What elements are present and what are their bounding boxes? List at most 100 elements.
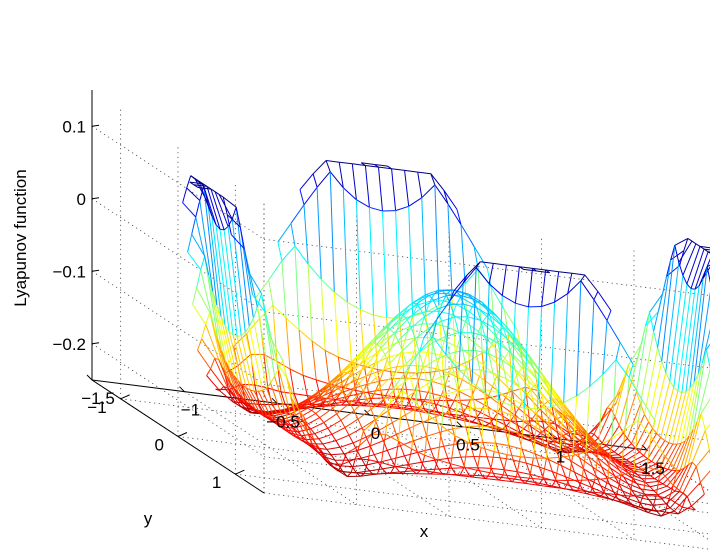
mesh-line bbox=[378, 167, 383, 212]
mesh-line bbox=[401, 388, 416, 391]
mesh-line bbox=[422, 352, 428, 367]
mesh-line bbox=[576, 385, 591, 397]
mesh-line bbox=[423, 316, 429, 329]
mesh-line bbox=[265, 312, 271, 336]
mesh-line bbox=[536, 379, 542, 394]
mesh-line bbox=[535, 413, 550, 425]
mesh-line bbox=[312, 173, 318, 188]
mesh-line bbox=[451, 467, 457, 475]
mesh-line bbox=[633, 470, 647, 474]
mesh-line bbox=[688, 363, 703, 436]
mesh-line bbox=[454, 435, 469, 443]
x-tick-label: 1.5 bbox=[641, 459, 665, 478]
mesh-line bbox=[516, 476, 530, 479]
mesh-line bbox=[657, 488, 672, 496]
mesh-line bbox=[450, 463, 465, 468]
mesh-line bbox=[303, 416, 309, 433]
mesh-line bbox=[547, 459, 553, 472]
mesh-line bbox=[496, 391, 511, 398]
x-tick-label: 0 bbox=[371, 424, 380, 443]
y-tick-mark bbox=[235, 469, 245, 475]
mesh-line bbox=[694, 251, 709, 290]
mesh-line bbox=[332, 396, 347, 409]
x-tick-label: −0.5 bbox=[266, 412, 300, 431]
mesh-line bbox=[598, 374, 604, 447]
mesh-line bbox=[223, 386, 238, 405]
mesh-line bbox=[543, 400, 549, 405]
mesh-line bbox=[341, 391, 347, 397]
mesh-line bbox=[523, 424, 529, 430]
mesh-line bbox=[413, 440, 419, 453]
mesh-line bbox=[341, 377, 356, 392]
mesh-line bbox=[210, 188, 225, 231]
mesh-line bbox=[557, 420, 572, 435]
mesh-line bbox=[463, 442, 469, 468]
mesh-line bbox=[200, 269, 215, 327]
mesh-line bbox=[495, 329, 501, 337]
mesh-line bbox=[503, 309, 518, 331]
mesh-line bbox=[355, 458, 369, 461]
mesh-line bbox=[552, 438, 558, 453]
mesh-line bbox=[333, 292, 339, 358]
mesh-line bbox=[320, 450, 326, 461]
mesh-line bbox=[606, 460, 621, 471]
mesh-line bbox=[522, 404, 537, 415]
mesh-line bbox=[359, 357, 365, 360]
mesh-line bbox=[411, 408, 425, 412]
mesh-line bbox=[664, 498, 670, 513]
mesh-line bbox=[690, 288, 696, 290]
mesh-line bbox=[544, 429, 559, 440]
mesh-line bbox=[470, 388, 484, 390]
mesh-line bbox=[574, 445, 580, 458]
mesh-line bbox=[706, 264, 710, 268]
mesh-line bbox=[412, 311, 426, 317]
mesh-line bbox=[382, 330, 388, 341]
mesh-line bbox=[536, 432, 542, 437]
mesh-line bbox=[653, 490, 659, 496]
mesh-line bbox=[428, 320, 442, 329]
mesh-line bbox=[299, 397, 313, 408]
mesh-line bbox=[593, 299, 608, 321]
mesh-line bbox=[219, 228, 225, 231]
mesh-line bbox=[605, 425, 620, 447]
mesh-line bbox=[482, 322, 497, 337]
mesh-line bbox=[395, 210, 401, 319]
mesh-line bbox=[363, 358, 369, 364]
mesh-line bbox=[510, 420, 524, 430]
mesh-line bbox=[186, 175, 192, 189]
mesh-line bbox=[686, 496, 692, 507]
mesh-line bbox=[516, 330, 522, 352]
mesh-line bbox=[477, 467, 492, 469]
mesh-line bbox=[301, 402, 315, 408]
mesh-line bbox=[421, 184, 436, 199]
mesh-line bbox=[426, 436, 432, 450]
mesh-line bbox=[566, 421, 581, 437]
mesh-line bbox=[520, 456, 534, 459]
mesh-line bbox=[644, 347, 659, 415]
mesh-line bbox=[528, 356, 543, 375]
mesh-line bbox=[553, 438, 559, 442]
mesh-line bbox=[311, 410, 317, 414]
mesh-line bbox=[629, 467, 643, 471]
mesh-line bbox=[663, 467, 669, 470]
mesh-line bbox=[343, 450, 358, 455]
mesh-line bbox=[342, 187, 348, 303]
mesh-line bbox=[565, 447, 571, 461]
mesh-line bbox=[472, 470, 478, 478]
mesh-line bbox=[211, 215, 226, 326]
mesh-line bbox=[261, 390, 276, 421]
mesh-line bbox=[502, 295, 516, 304]
mesh-line bbox=[439, 432, 445, 447]
mesh-line bbox=[267, 416, 281, 428]
mesh-line bbox=[376, 328, 391, 345]
mesh-line bbox=[539, 408, 554, 423]
mesh-line bbox=[375, 363, 390, 378]
mesh-line bbox=[358, 368, 373, 384]
mesh-line bbox=[409, 364, 424, 367]
mesh-line bbox=[289, 368, 304, 376]
mesh-line bbox=[389, 314, 404, 330]
mesh-line bbox=[510, 303, 516, 406]
mesh-line bbox=[571, 416, 586, 434]
mesh-line bbox=[290, 406, 304, 415]
mesh-line bbox=[647, 512, 662, 517]
